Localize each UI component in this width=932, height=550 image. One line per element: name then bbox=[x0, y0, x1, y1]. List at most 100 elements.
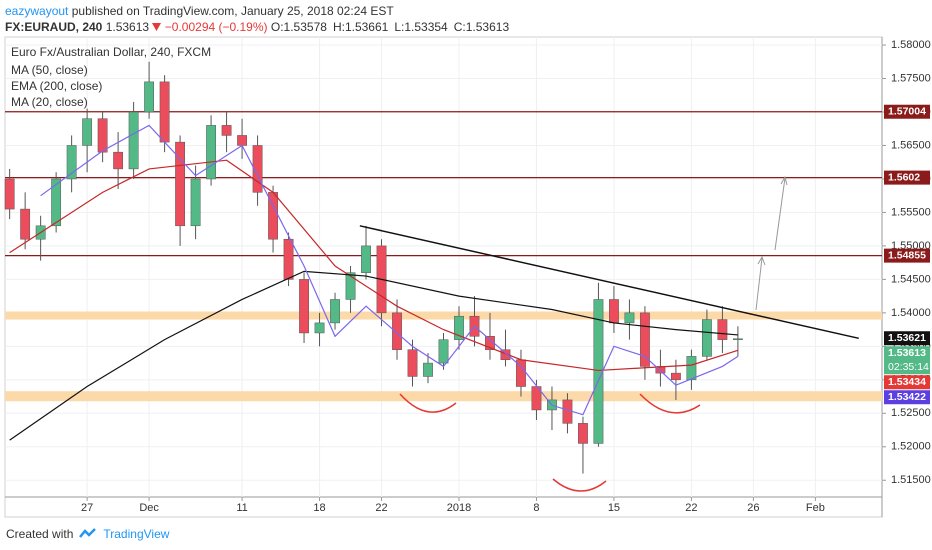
marks-layer bbox=[4, 61, 859, 474]
candle-body bbox=[252, 145, 263, 193]
candle-body bbox=[113, 151, 124, 170]
ohlc: O:1.53578 H:1.53661 L:1.53354 C:1.53613 bbox=[271, 20, 515, 34]
candle-body bbox=[624, 312, 635, 324]
support-zone bbox=[5, 391, 882, 402]
x-tick-label: 22 bbox=[375, 502, 387, 514]
y-tick-label: 1.57500 bbox=[891, 72, 931, 84]
candle-body bbox=[97, 118, 108, 153]
ohlc-label: L: bbox=[394, 20, 405, 34]
down-arrow bbox=[152, 23, 162, 31]
candle-body bbox=[314, 322, 325, 334]
arrow-head bbox=[757, 255, 766, 266]
candle-body bbox=[407, 349, 418, 377]
candle-body bbox=[671, 372, 681, 381]
price-tag bbox=[884, 331, 930, 346]
x-tick-label: 18 bbox=[313, 502, 325, 514]
level-tag bbox=[884, 170, 930, 185]
ohlc-label: C: bbox=[453, 20, 466, 34]
ohlc-label: H: bbox=[332, 20, 345, 34]
candle-body bbox=[438, 339, 449, 364]
legend-entry: MA (50, close) bbox=[11, 63, 88, 77]
x-tick-label: 27 bbox=[81, 502, 93, 514]
legend-entry: MA (20, close) bbox=[11, 95, 88, 109]
candle-body bbox=[361, 245, 371, 273]
x-tick-label: 26 bbox=[747, 502, 759, 514]
price-tag-label: 1.53434 bbox=[888, 376, 926, 388]
y-tick-label: 1.56500 bbox=[891, 139, 931, 151]
header: eazywayout published on TradingView.com,… bbox=[5, 3, 515, 35]
candle-body bbox=[640, 312, 650, 367]
head-arc bbox=[552, 478, 607, 492]
support-zone bbox=[5, 311, 882, 320]
candle-body bbox=[392, 312, 402, 350]
ohlc-value: 1.53578 bbox=[283, 20, 327, 34]
candle-body bbox=[237, 135, 247, 146]
tv-logo bbox=[79, 528, 97, 538]
plot-frame bbox=[4, 36, 883, 518]
candle-body bbox=[454, 315, 464, 340]
x-tick-label: 2018 bbox=[447, 502, 471, 514]
price-tag-label: 1.53621 bbox=[888, 332, 926, 344]
background-layer bbox=[5, 37, 882, 497]
publish-line: eazywayout published on TradingView.com,… bbox=[5, 3, 515, 19]
candle-body bbox=[20, 208, 31, 240]
candle-body bbox=[159, 81, 170, 143]
price-tag-label: 1.53613 bbox=[888, 347, 926, 359]
candle-body bbox=[4, 178, 15, 210]
candle-body bbox=[299, 279, 309, 334]
y-tick-label: 1.52500 bbox=[891, 407, 931, 419]
candle-body bbox=[345, 272, 356, 300]
created-with: Created with bbox=[6, 527, 74, 541]
candle-body bbox=[500, 349, 511, 360]
level-tag-label: 1.54855 bbox=[888, 249, 926, 261]
candle-body bbox=[562, 399, 573, 424]
candle-body bbox=[206, 125, 216, 180]
level-tag-label: 1.5602 bbox=[888, 171, 920, 183]
candle-body bbox=[733, 338, 743, 341]
legend-entry: EMA (200, close) bbox=[11, 79, 102, 93]
indicator-line bbox=[9, 270, 738, 441]
candle-body bbox=[82, 118, 93, 146]
ohlc-value: 1.53613 bbox=[465, 20, 510, 34]
countdown: 02:35:14 bbox=[888, 361, 929, 373]
ohlc-value: 1.53354 bbox=[404, 20, 448, 34]
level-tag bbox=[884, 104, 930, 119]
arrow-line bbox=[774, 177, 786, 251]
ohlc-value: 1.53661 bbox=[344, 20, 389, 34]
footer: Created with TradingView bbox=[6, 527, 169, 541]
x-tick-label: Feb bbox=[806, 502, 825, 514]
candle-body bbox=[221, 125, 232, 136]
axes-layer: 1.580001.575001.570001.565001.560001.555… bbox=[81, 39, 931, 514]
price-tag bbox=[884, 375, 930, 390]
candle-body bbox=[578, 423, 588, 444]
candle-body bbox=[593, 299, 604, 444]
left-shoulder-arc bbox=[399, 393, 457, 413]
level-tag bbox=[884, 248, 930, 263]
indicator-line bbox=[40, 124, 739, 416]
published: published on TradingView.com, January 25… bbox=[71, 4, 394, 18]
chart-title: Euro Fx/Australian Dollar, 240, FXCM bbox=[11, 45, 211, 59]
candle-body bbox=[66, 145, 77, 180]
y-tick-label: 1.54500 bbox=[891, 273, 931, 285]
author[interactable]: eazywayout bbox=[5, 4, 69, 18]
y-tick-label: 1.54000 bbox=[891, 307, 931, 319]
level-tag-label: 1.57004 bbox=[888, 106, 926, 118]
legend: Euro Fx/Australian Dollar, 240, FXCM MA … bbox=[11, 45, 211, 109]
candle-body bbox=[702, 319, 712, 357]
x-tick-label: 15 bbox=[608, 502, 620, 514]
y-tick-label: 1.55500 bbox=[891, 206, 931, 218]
candle-body bbox=[51, 178, 62, 227]
brand[interactable]: TradingView bbox=[103, 527, 170, 541]
symbol-line: FX:EURAUD, 240 1.53613 −0.00294 (−0.19%)… bbox=[5, 19, 515, 35]
candle-body bbox=[190, 178, 201, 227]
x-tick-label: 11 bbox=[236, 502, 247, 514]
y-tick-label: 1.52000 bbox=[891, 441, 931, 453]
trendline bbox=[359, 225, 859, 340]
candle-body bbox=[128, 111, 139, 170]
drawings bbox=[399, 175, 788, 492]
arrow-line bbox=[755, 257, 763, 311]
price-tag-label: 1.53422 bbox=[888, 391, 926, 403]
y-tick-label: 1.58000 bbox=[891, 39, 931, 51]
